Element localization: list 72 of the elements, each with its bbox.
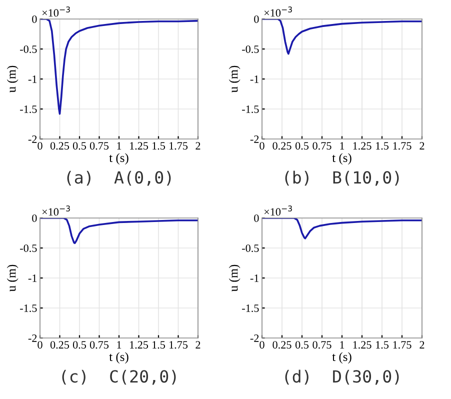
y-tick-label: 0 [32,214,37,222]
y-tick-label: -1 [250,274,259,282]
x-tick-label: 1 [340,341,344,348]
x-tick-label: 0.25 [50,341,70,349]
y-tick-label: -1.5 [242,304,259,312]
x-tick-label: 1 [117,142,122,150]
y-tick-label: 0 [254,214,259,222]
y-axis-title: u (m) [6,264,18,292]
y-tick-label: -2 [250,135,259,143]
y-tick-label: -2 [28,135,37,143]
text: (b) B(10,0) [285,170,399,186]
x-tick-label: 0.5 [72,142,86,150]
x-tick-label: 2 [196,142,200,150]
y-tick-label: -0.5 [20,244,37,252]
x-axis-title: t (s) [332,153,352,165]
x-tick-label: 0.5 [295,341,309,349]
y-tick-label: -1.5 [20,304,37,312]
x-tick-label: 1.25 [353,142,372,150]
x-tick-label: 0.25 [272,341,292,349]
x-tick-label: 0.75 [312,142,332,150]
x-tick-label: 0.75 [90,142,109,150]
x-tick-label: 1.5 [376,341,389,349]
x-tick-label: 0.5 [295,142,309,150]
x-tick-label: 0.25 [272,142,292,150]
y-tick-label: -1 [28,274,37,282]
x-axis-title: t (s) [109,153,128,165]
x-tick-label: 1.5 [152,341,166,349]
y-axis-title: u (m) [228,66,240,93]
text: (c) C(20,0) [62,370,176,385]
x-tick-label: 1 [340,142,344,150]
x-axis-title: t (s) [332,352,352,364]
text: (d) D(30,0) [285,370,399,385]
y-tick-label: -1.5 [20,106,37,114]
x-tick-label: 1.25 [130,142,148,150]
y-tick-label: -0.5 [242,244,259,252]
x-tick-label: 0.75 [312,341,332,349]
x-tick-label: 0.25 [50,142,70,150]
x-tick-label: 1.5 [376,142,389,150]
text: ×10$^{−3}$ [42,206,70,216]
x-tick-label: 1.75 [170,341,188,349]
x-tick-label: 2 [420,142,424,150]
text: (a) A(0,0) [67,170,171,186]
x-tick-label: 2 [420,341,424,348]
y-tick-label: 0 [254,15,259,23]
y-tick-label: -0.5 [20,45,37,54]
x-tick-label: 1 [117,341,122,348]
x-tick-label: 1.75 [393,341,412,349]
x-tick-label: 1.75 [170,142,188,150]
y-tick-label: 0 [32,15,37,23]
x-tick-label: 0 [38,341,42,349]
text: ×10$^{−3}$ [264,206,292,216]
x-tick-label: 0 [260,341,264,349]
y-tick-label: -0.5 [242,45,259,54]
x-tick-label: 2 [196,341,200,348]
x-axis-title: t (s) [109,352,128,364]
x-tick-label: 0.75 [90,341,109,349]
y-tick-label: -1 [28,76,37,83]
x-tick-label: 1.25 [353,341,372,349]
text: ×10$^{−3}$ [42,6,70,17]
x-tick-label: 1.75 [393,142,412,150]
text: ×10$^{−3}$ [264,6,292,17]
y-tick-label: -2 [250,334,259,342]
x-tick-label: 0 [260,142,264,150]
y-axis-title: u (m) [6,66,18,93]
y-tick-label: -1.5 [242,106,259,114]
x-tick-label: 0 [38,142,42,150]
x-tick-label: 1.5 [152,142,166,150]
x-tick-label: 0.5 [72,341,86,349]
y-axis-title: u (m) [228,264,240,292]
x-tick-label: 1.25 [130,341,148,349]
y-tick-label: -2 [28,334,37,342]
y-tick-label: -1 [250,76,259,83]
